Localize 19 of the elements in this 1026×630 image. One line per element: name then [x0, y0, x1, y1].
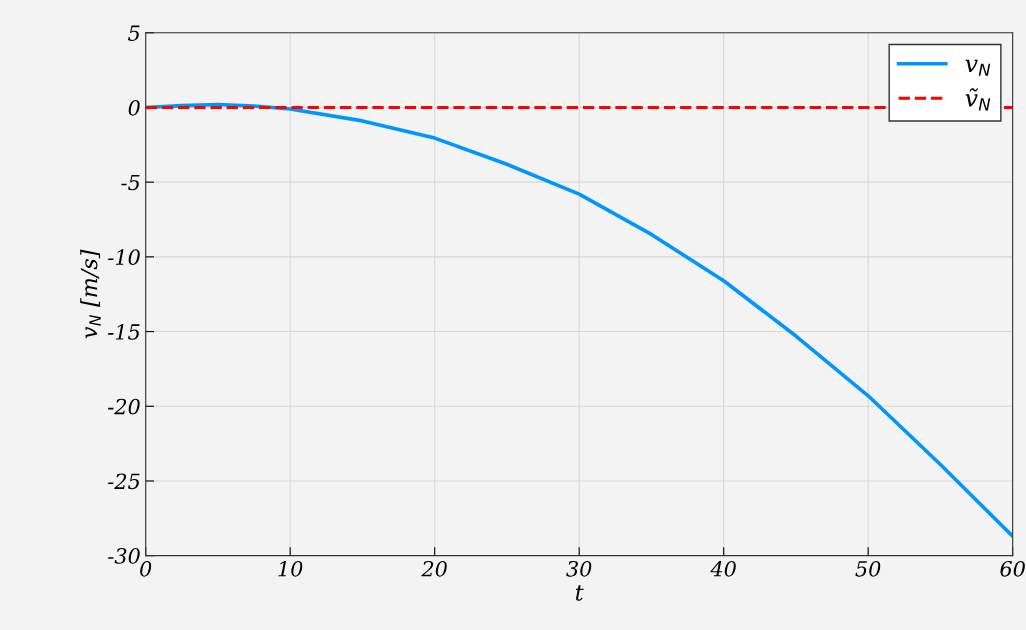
x-tick-label: 10	[278, 560, 303, 577]
y-tick-label: -10	[108, 249, 140, 266]
y-tick-label: -5	[121, 174, 140, 191]
y-tick-label: -20	[108, 398, 140, 415]
legend-label: v$_{N}$	[965, 59, 991, 76]
x-tick-label: 40	[710, 560, 736, 577]
x-axis-title: t	[575, 585, 584, 601]
y-tick-label: -30	[108, 548, 140, 564]
y-axis-title: v$_{N}$ [m/s]	[80, 249, 101, 339]
y-tick-label: 0	[128, 99, 140, 116]
x-tick-label: 0	[140, 560, 152, 577]
x-tick-label: 30	[566, 560, 592, 577]
x-tick-label: 50	[855, 560, 881, 577]
y-tick-label: -15	[108, 324, 140, 340]
y-tick-label: 5	[128, 25, 140, 41]
x-tick-label: 20	[421, 560, 447, 577]
legend-label: ṽ$_{N}$	[965, 88, 991, 111]
x-tick-label: 60	[1000, 560, 1025, 577]
y-tick-label: -25	[108, 473, 140, 490]
